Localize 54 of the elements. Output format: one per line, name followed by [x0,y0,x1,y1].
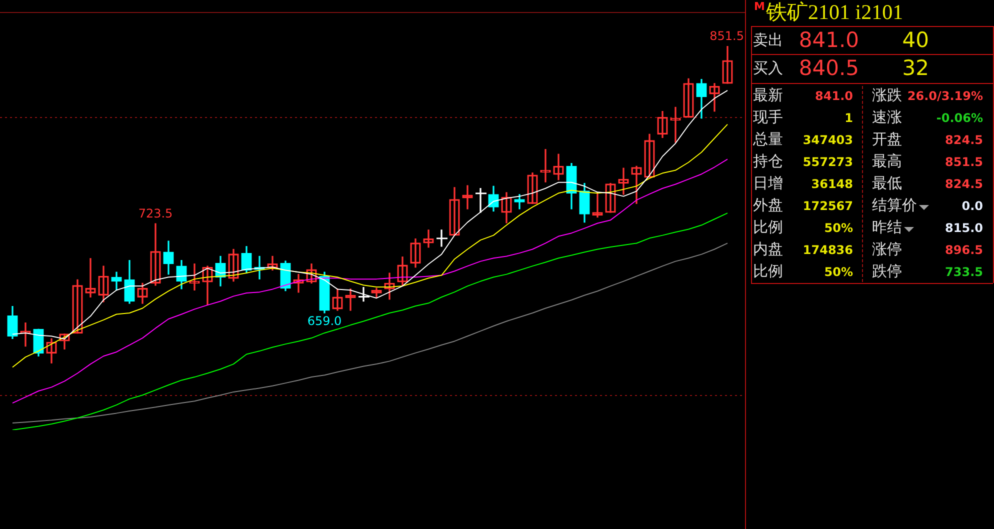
text: 40 [902,28,929,52]
annotation: 659.0 [307,314,342,328]
text: 日增 [753,174,783,192]
text: 总量 [753,130,783,148]
text: 昨结 [872,218,902,236]
text: 0.0 [962,199,983,213]
text: 174836 [802,243,853,257]
text: 最高 [872,152,902,170]
text: 速涨 [872,108,902,126]
text: 现手 [753,108,783,126]
text: 铁矿2101 i2101 [766,0,904,24]
text: 26.0/3.19% [907,89,983,103]
text: -0.06% [936,111,983,125]
text: 跌停 [872,262,902,280]
text: 买入 [753,59,783,77]
text: 涨停 [872,240,902,258]
text: 733.5 [945,265,983,279]
candlestick [476,188,486,213]
text: 896.5 [945,243,983,257]
text: 851.5 [945,155,983,169]
candlestick [436,230,448,247]
text: 172567 [802,199,853,213]
text: 比例 [753,262,783,280]
candlestick [540,149,551,182]
annotation: 851.5 [710,29,744,44]
text: 815.0 [945,221,983,235]
text: 824.5 [945,177,983,191]
annotation: 723.5 [138,206,173,221]
text: 50% [824,221,853,235]
text: 36148 [811,177,853,191]
text: 涨跌 [872,86,902,104]
candlestick [358,286,370,302]
candlestick [189,264,200,290]
text: 结算价 [872,196,917,214]
text: 内盘 [753,240,783,258]
text: 比例 [753,218,783,236]
text: 841.0 [815,89,853,103]
text: 824.5 [945,133,983,147]
text: 841.0 [798,28,859,52]
text: 347403 [802,133,853,147]
text: M [754,0,765,13]
text: 840.5 [798,56,859,80]
text: 持仓 [753,152,783,170]
candlestick [670,106,681,143]
text: 最低 [872,174,902,192]
text: 557273 [802,155,853,169]
text: 50% [824,265,853,279]
text: 32 [902,56,929,80]
text: 卖出 [753,31,783,49]
text: 开盘 [872,130,902,148]
text: 外盘 [753,196,783,214]
text: 最新 [753,86,783,104]
text: 1 [844,111,853,125]
candlestick [345,288,356,311]
